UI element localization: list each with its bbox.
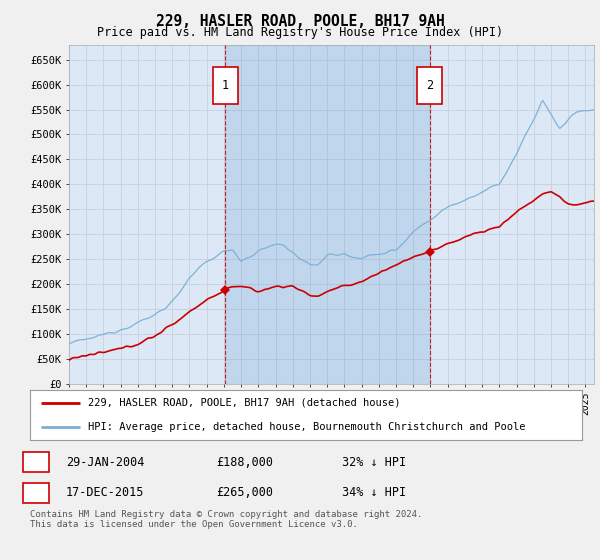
Text: Price paid vs. HM Land Registry's House Price Index (HPI): Price paid vs. HM Land Registry's House … [97, 26, 503, 39]
Text: 229, HASLER ROAD, POOLE, BH17 9AH: 229, HASLER ROAD, POOLE, BH17 9AH [155, 14, 445, 29]
Text: HPI: Average price, detached house, Bournemouth Christchurch and Poole: HPI: Average price, detached house, Bour… [88, 422, 526, 432]
Text: 2: 2 [426, 79, 433, 92]
Text: 34% ↓ HPI: 34% ↓ HPI [342, 486, 406, 500]
Bar [225, 45, 430, 384]
Text: 229, HASLER ROAD, POOLE, BH17 9AH (detached house): 229, HASLER ROAD, POOLE, BH17 9AH (detac… [88, 398, 400, 408]
FancyBboxPatch shape [212, 67, 238, 104]
Text: 17-DEC-2015: 17-DEC-2015 [66, 486, 145, 500]
Text: 29-JAN-2004: 29-JAN-2004 [66, 455, 145, 469]
Text: 32% ↓ HPI: 32% ↓ HPI [342, 455, 406, 469]
Text: £265,000: £265,000 [216, 486, 273, 500]
Text: Contains HM Land Registry data © Crown copyright and database right 2024.
This d: Contains HM Land Registry data © Crown c… [30, 510, 422, 529]
Text: 1: 1 [222, 79, 229, 92]
Text: 2: 2 [32, 486, 40, 500]
Text: 1: 1 [32, 455, 40, 469]
Text: £188,000: £188,000 [216, 455, 273, 469]
FancyBboxPatch shape [417, 67, 442, 104]
